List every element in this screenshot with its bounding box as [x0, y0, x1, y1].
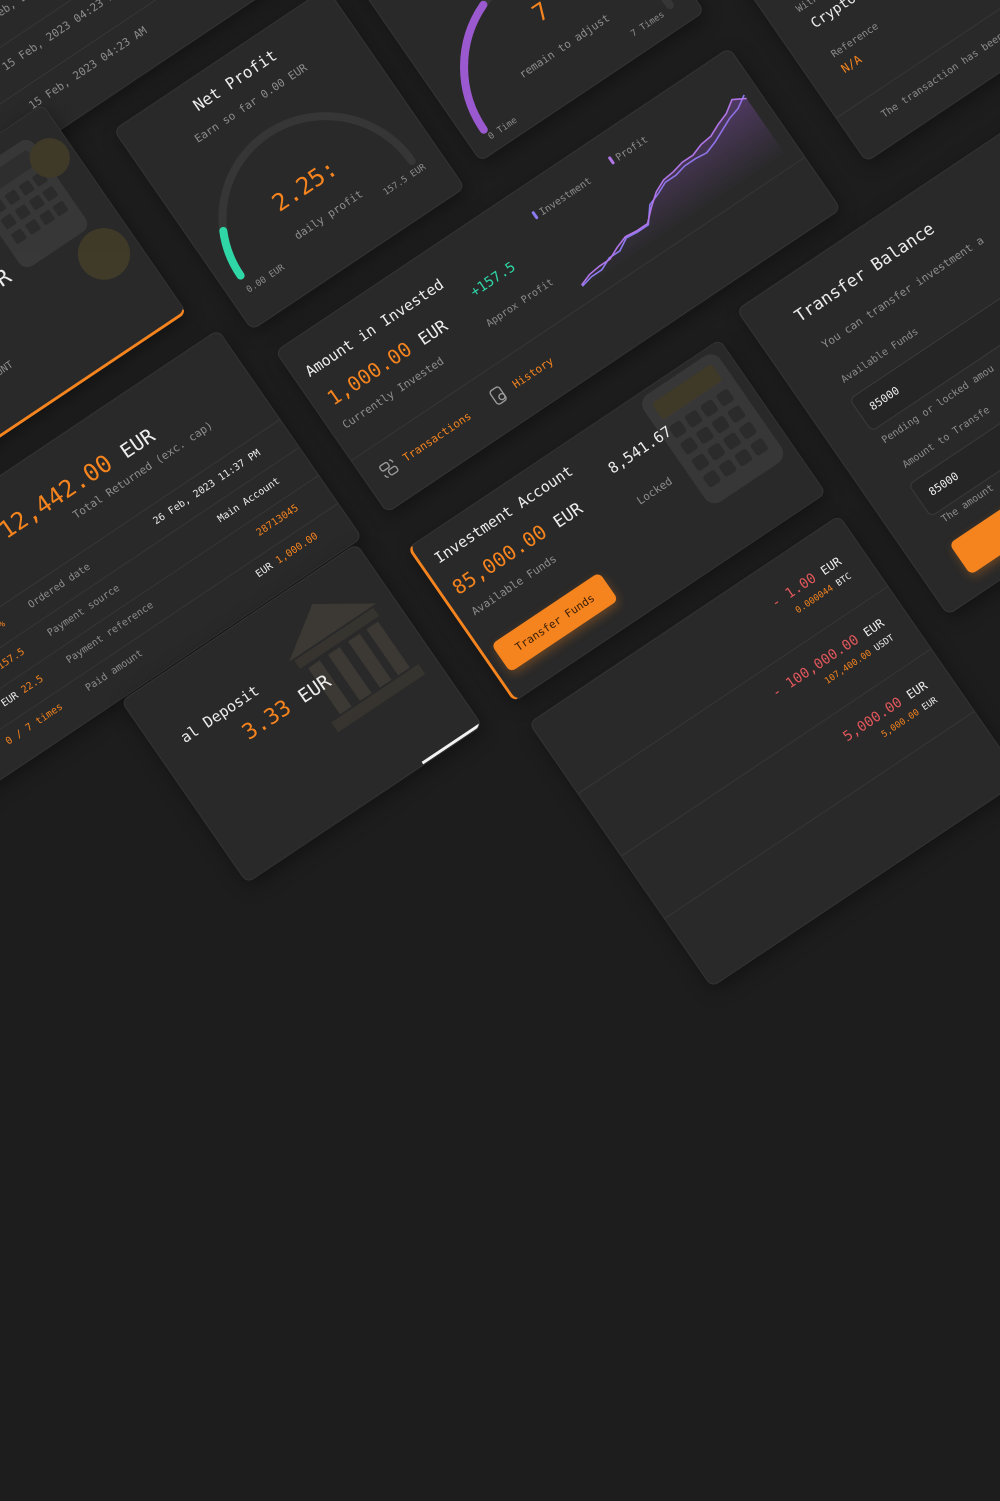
locked-label: Locked: [634, 474, 675, 508]
legend-swatch-profit: [607, 155, 616, 165]
series-line-profit: [580, 97, 747, 286]
investment-account-card: Investment Account 85,000.00 EUR Availab…: [407, 338, 827, 703]
balance-currency: EUR: [0, 264, 17, 308]
row-left-prefix: EUR: [0, 690, 21, 710]
amount-currency: EUR: [903, 678, 930, 703]
deposit-card: al Deposit 3.33 EUR: [120, 543, 483, 884]
net-profit-gauge: [218, 112, 416, 280]
invested-currency: EUR: [414, 316, 452, 350]
row-label: Paid amount: [83, 648, 146, 694]
sub-amount-currency: USDT: [872, 633, 897, 654]
transactions-link[interactable]: Transactions: [375, 406, 476, 482]
row-left-value: EUR 22.5: [0, 673, 46, 710]
row-value-prefix: EUR: [253, 560, 276, 581]
amount-currency: EUR: [818, 554, 844, 578]
balance-label: OUNT: [0, 359, 16, 382]
row-left-value: 0 / 7 times: [3, 701, 66, 748]
balance-card: EUR OUNT: [0, 103, 188, 461]
approx-profit-value: +157.5: [467, 259, 519, 301]
deposit-progress-bar: [421, 722, 482, 765]
net-profit-card: Net Profit Earn so far 0.00 EUR 2.25: da…: [113, 0, 466, 331]
row-value: 28713045: [254, 502, 301, 539]
history-link[interactable]: History: [485, 351, 558, 409]
history-icon: [489, 386, 507, 405]
investment-profit-chart: [580, 94, 786, 290]
adjust-card: 7 remain to adjust 0 Time 7 Times: [337, 0, 705, 162]
row-left-value: %: [0, 618, 8, 631]
row-left-value: 157.5: [0, 646, 27, 673]
sub-amount-currency: EUR: [920, 695, 940, 713]
amount-currency: EUR: [860, 615, 887, 640]
calculator-icon: [642, 354, 784, 504]
sub-amount-currency: BTC: [834, 571, 854, 589]
row-value-amount: 1,000.00: [273, 530, 321, 567]
amount-to-transfer-value: 85000: [926, 469, 962, 499]
history-label: History: [509, 354, 556, 391]
reference-value: N/A: [838, 52, 865, 76]
gauge-fill: [219, 226, 245, 280]
row-left-amount: 22.5: [19, 673, 46, 696]
bank-icon: [289, 603, 426, 733]
profit-area: [581, 98, 786, 290]
adjust-gauge: [460, 0, 674, 134]
gauge-fill: [460, 0, 488, 134]
available-funds-currency: EUR: [549, 499, 587, 533]
invested-card: Amount in Invested 1,000.00 EUR Currentl…: [274, 47, 842, 514]
available-funds-value: 85000: [867, 384, 903, 414]
calculator-coins-icon: [0, 138, 131, 280]
transactions-icon: [379, 459, 399, 478]
dashboard-plane: 15 Feb, 2023 04:23 AM 15 Feb, 2023 04:23…: [0, 0, 1000, 1034]
legend-swatch-investment: [531, 210, 539, 220]
transactions-label: Transactions: [400, 409, 474, 464]
